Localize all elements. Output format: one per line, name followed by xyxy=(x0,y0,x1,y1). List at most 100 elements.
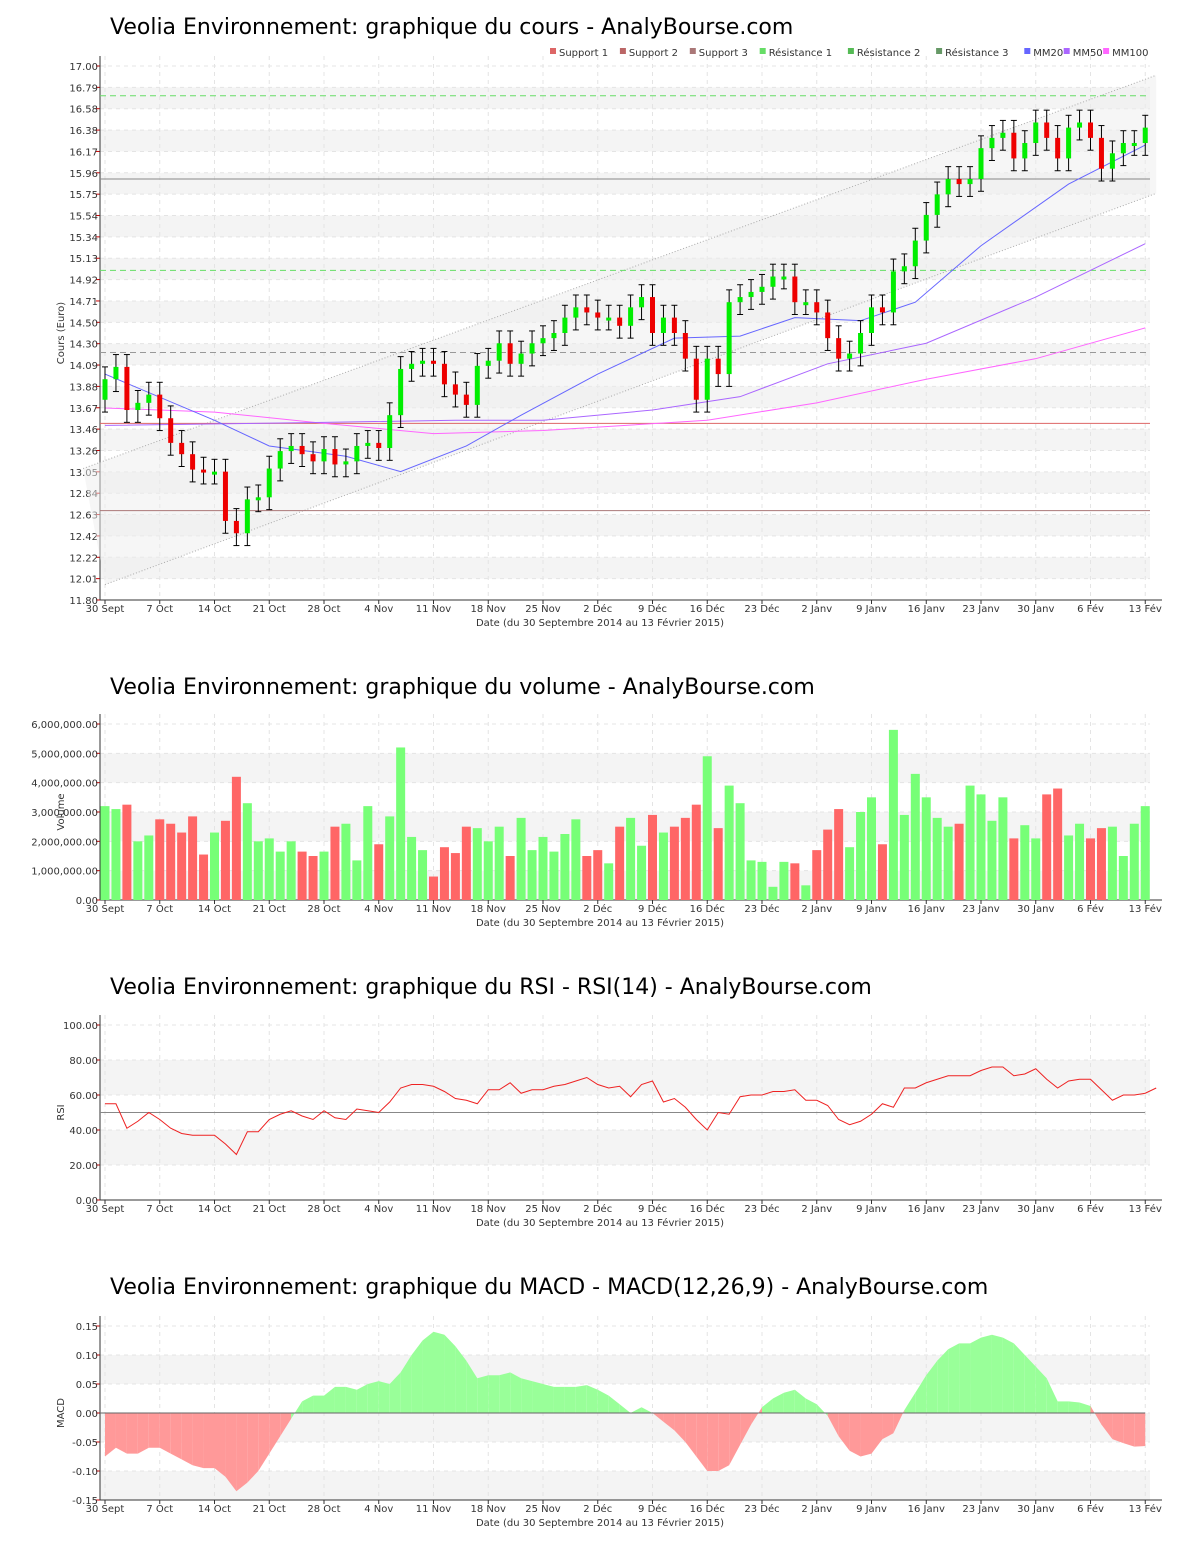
candle-up xyxy=(1120,143,1126,154)
macd-area-segment xyxy=(137,1413,149,1454)
macd-area-segment xyxy=(564,1386,576,1413)
volume-bar xyxy=(516,817,526,900)
macd-area-segment xyxy=(543,1384,554,1413)
volume-bar xyxy=(264,838,274,900)
x-tick-label: 21 Oct xyxy=(253,1504,286,1515)
x-tick-label: 18 Nov xyxy=(471,1204,507,1215)
x-tick-label: 23 Déc xyxy=(744,903,779,915)
candle-down xyxy=(124,366,130,411)
x-tick-label: 9 Déc xyxy=(638,903,667,915)
legend-item: Résistance 2 xyxy=(857,47,920,59)
y-tick-label: 17.00 xyxy=(69,62,98,73)
macd-area-segment xyxy=(389,1372,401,1413)
candle-up xyxy=(1109,153,1115,169)
x-tick-label: 13 Fév xyxy=(1129,603,1162,615)
candle-up xyxy=(759,286,765,292)
candle-down xyxy=(1011,132,1017,159)
candle-up xyxy=(770,276,776,287)
volume-bar xyxy=(1086,838,1095,900)
legend-item: Support 3 xyxy=(699,48,748,59)
x-tick-label: 16 Déc xyxy=(690,1203,725,1215)
candle-up xyxy=(1066,127,1072,159)
channel-lower-line xyxy=(104,192,1157,586)
volume-bar xyxy=(122,804,132,900)
y-tick-label: 0.15 xyxy=(76,1322,98,1333)
y-tick-label: 16.58 xyxy=(69,105,98,116)
x-tick-label: 14 Oct xyxy=(198,904,231,915)
y-tick-label: 13.88 xyxy=(69,382,98,393)
x-tick-label: 14 Oct xyxy=(198,604,231,615)
y-tick-label: 80.00 xyxy=(69,1056,98,1067)
volume-bar xyxy=(483,841,493,900)
macd-area-segment xyxy=(291,1401,303,1419)
candle-down xyxy=(1055,137,1061,159)
x-axis-label: Date (du 30 Septembre 2014 au 13 Février… xyxy=(476,1217,724,1229)
x-tick-label: 7 Oct xyxy=(146,904,173,915)
volume-bar xyxy=(111,809,121,900)
x-tick-label: 9 Déc xyxy=(638,1203,667,1215)
macd-area-segment xyxy=(521,1378,533,1413)
candle-up xyxy=(321,449,327,462)
macd-area-segment xyxy=(882,1413,894,1440)
rsi-line xyxy=(105,1066,1157,1156)
macd-area-segment xyxy=(959,1343,971,1413)
candle-down xyxy=(693,358,699,400)
volume-bar xyxy=(297,851,307,900)
volume-chart-title: Veolia Environnement: graphique du volum… xyxy=(110,675,815,700)
macd-area-segment xyxy=(313,1395,324,1413)
x-tick-label: 7 Oct xyxy=(146,604,173,615)
volume-chart: 6,000,000.00 5,000,000.00 4,000,000.00 3,00… xyxy=(31,714,1162,929)
volume-bar xyxy=(757,861,767,900)
y-axis-label: Cours (Euro) xyxy=(56,302,67,365)
x-tick-label: 30 Sept xyxy=(86,1504,125,1515)
y-tick-label: 13.05 xyxy=(69,468,98,479)
candle-down xyxy=(179,442,185,455)
volume-bar xyxy=(648,814,657,900)
volume-bar xyxy=(626,817,636,900)
y-tick-label: 3,000,000.00 xyxy=(31,808,98,819)
candle-up xyxy=(1000,132,1006,138)
x-tick-label: 21 Oct xyxy=(253,904,286,915)
volume-bar xyxy=(1009,838,1019,900)
volume-bar xyxy=(856,812,866,900)
macd-area-segment xyxy=(893,1410,905,1434)
volume-bar xyxy=(374,844,384,900)
y-tick-label: 14.71 xyxy=(69,297,98,308)
volume-bar xyxy=(1140,806,1150,900)
macd-area-segment xyxy=(356,1384,368,1413)
y-axis-label: Volume xyxy=(56,793,67,830)
candle-down xyxy=(956,178,962,185)
volume-bar xyxy=(867,797,876,900)
candle-down xyxy=(201,469,207,473)
macd-area-segment xyxy=(772,1392,784,1413)
macd-area-segment xyxy=(324,1386,335,1413)
macd-area-segment xyxy=(1079,1402,1091,1413)
x-tick-label: 2 Janv xyxy=(801,904,832,915)
y-tick-label: 0.05 xyxy=(76,1380,98,1391)
macd-area-segment xyxy=(1123,1413,1135,1447)
macd-area-segment xyxy=(532,1381,543,1413)
volume-bar xyxy=(713,828,723,900)
price-legend: Support 1 Support 2 Support 3 Résistance 1 R… xyxy=(550,47,1148,59)
candle-down xyxy=(452,384,458,395)
macd-area-segment xyxy=(345,1386,357,1413)
x-tick-label: 25 Nov xyxy=(525,1204,561,1215)
volume-bar xyxy=(680,817,690,900)
price-chart: 17.00 16.79 16.58 16.38 16.17 15.96 15.75 15.54… xyxy=(56,56,1162,629)
volume-bar xyxy=(746,860,756,900)
volume-bar xyxy=(275,851,285,900)
mm100-line xyxy=(104,327,1146,435)
x-tick-label: 2 Déc xyxy=(583,1203,612,1215)
x-tick-label: 18 Nov xyxy=(471,904,507,915)
legend-item: MM50 xyxy=(1073,48,1103,59)
volume-bar xyxy=(242,803,252,900)
macd-area-segment xyxy=(411,1340,423,1413)
x-tick-label: 6 Fév xyxy=(1077,1203,1104,1215)
x-tick-label: 14 Oct xyxy=(198,1504,231,1515)
candle-down xyxy=(836,338,842,359)
volume-bar xyxy=(538,836,548,900)
volume-bar xyxy=(100,806,110,900)
macd-area-segment xyxy=(740,1413,752,1445)
volume-bar xyxy=(943,826,953,900)
legend-item: Support 1 xyxy=(559,48,608,59)
